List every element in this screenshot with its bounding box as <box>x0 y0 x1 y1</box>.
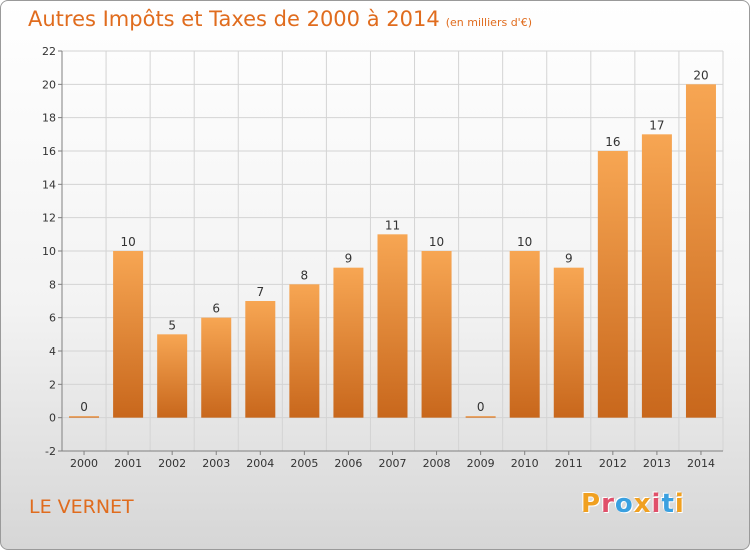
data-label: 10 <box>429 235 444 249</box>
x-tick-label: 2003 <box>202 457 230 470</box>
data-label: 6 <box>212 302 220 316</box>
y-tick-label: 0 <box>49 412 56 425</box>
x-tick-label: 2007 <box>379 457 407 470</box>
data-label: 9 <box>345 252 353 266</box>
data-label: 0 <box>477 400 485 414</box>
bar-2002 <box>157 334 188 418</box>
logo-letter: t <box>661 489 675 519</box>
data-label: 7 <box>256 285 264 299</box>
data-label: 16 <box>605 135 620 149</box>
y-tick-label: 20 <box>42 78 56 91</box>
data-label: 10 <box>120 235 135 249</box>
chart-title: Autres Impôts et Taxes de 2000 à 2014 (en… <box>28 7 532 31</box>
bar-2013 <box>641 134 672 418</box>
x-tick-label: 2014 <box>687 457 715 470</box>
x-tick-label: 2010 <box>511 457 539 470</box>
place-name: LE VERNET <box>29 496 134 518</box>
y-tick-label: 22 <box>42 45 56 58</box>
bar-2001 <box>113 251 144 418</box>
x-tick-label: 2011 <box>555 457 583 470</box>
x-tick-label: 2005 <box>290 457 318 470</box>
data-label: 11 <box>385 218 400 232</box>
bar-2010 <box>509 251 540 418</box>
data-label: 10 <box>517 235 532 249</box>
y-tick-label: 8 <box>49 278 56 291</box>
x-tick-label: 2008 <box>423 457 451 470</box>
bar-2005 <box>289 284 320 418</box>
x-tick-label: 2002 <box>158 457 186 470</box>
y-tick-label: 14 <box>42 178 56 191</box>
y-tick-label: 18 <box>42 112 56 125</box>
data-label: 20 <box>693 68 708 82</box>
chart-title-text: Autres Impôts et Taxes de 2000 à 2014 <box>28 7 440 31</box>
x-tick-label: 2004 <box>246 457 274 470</box>
y-tick-label: -2 <box>45 445 56 458</box>
x-tick-label: 2012 <box>599 457 627 470</box>
bar-2011 <box>553 267 584 418</box>
x-tick-label: 2000 <box>70 457 98 470</box>
logo-letter: i <box>674 489 685 519</box>
bar-2000 <box>69 416 100 418</box>
bar-2004 <box>245 301 276 418</box>
y-tick-label: 16 <box>42 145 56 158</box>
bar-2014 <box>685 84 716 418</box>
bar-2003 <box>201 317 232 418</box>
y-tick-label: 2 <box>49 378 56 391</box>
data-label: 17 <box>649 118 664 132</box>
y-tick-label: 12 <box>42 212 56 225</box>
logo-letter: x <box>633 489 652 519</box>
x-tick-label: 2001 <box>114 457 142 470</box>
logo-letter: r <box>601 489 615 519</box>
proxiti-logo: Proxiti <box>581 489 685 519</box>
bar-2006 <box>333 267 364 418</box>
y-tick-label: 4 <box>49 345 56 358</box>
chart-subtitle: (en milliers d'€) <box>445 16 532 29</box>
logo-letter: P <box>581 489 602 519</box>
data-label: 8 <box>301 268 309 282</box>
bar-2012 <box>597 151 628 418</box>
bar-2009 <box>465 416 496 418</box>
x-tick-label: 2006 <box>334 457 362 470</box>
bar-2008 <box>421 251 452 418</box>
y-tick-label: 10 <box>42 245 56 258</box>
data-label: 0 <box>80 400 88 414</box>
logo-letter: o <box>614 489 634 519</box>
y-tick-label: 6 <box>49 312 56 325</box>
x-tick-label: 2013 <box>643 457 671 470</box>
data-label: 9 <box>565 252 573 266</box>
bars <box>69 84 716 418</box>
x-tick-label: 2009 <box>467 457 495 470</box>
logo-letter: i <box>651 489 662 519</box>
bar-2007 <box>377 234 408 418</box>
data-labels: 0 10 5 6 7 8 9 11 10 0 10 9 16 17 20 <box>80 68 708 414</box>
data-label: 5 <box>168 318 176 332</box>
